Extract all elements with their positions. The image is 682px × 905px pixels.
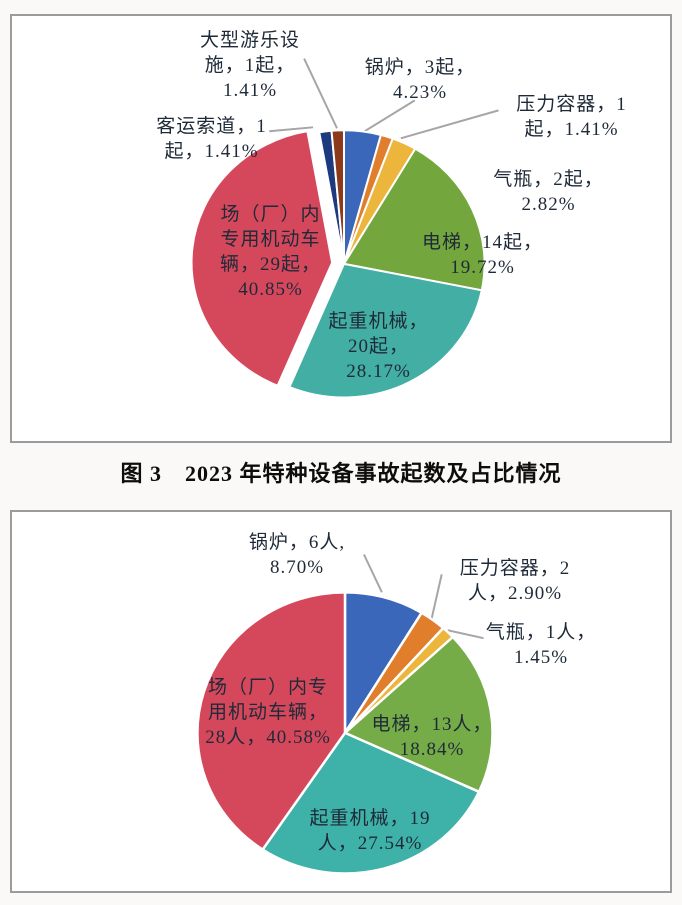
- leader-line-pressure-vessel: [430, 574, 443, 619]
- pie-slice-elevator: [343, 635, 494, 794]
- pie-slice-amusement: [330, 129, 345, 265]
- pie-slice-factory-vehicle: [190, 130, 334, 387]
- label-gas-cylinder: 气瓶，1人， 1.45%: [485, 622, 597, 668]
- leader-line-ropeway: [269, 126, 314, 133]
- pie-slice-lifting-machinery: [261, 731, 481, 875]
- chart-box-accident-counts: 大型游乐设 施，1起， 1.41% 锅炉，3起， 4.23% 压力容器，1 起，…: [10, 14, 672, 443]
- label-gas-cylinder: 气瓶，2起， 2.82%: [493, 169, 604, 215]
- label-pressure-vessel: 压力容器，2 人，2.90%: [459, 558, 571, 604]
- leader-line-boiler: [362, 99, 416, 134]
- label-pressure-vessel: 压力容器，1 起，1.41%: [516, 94, 627, 140]
- pie-slice-elevator: [342, 147, 486, 292]
- pie-casualties: [196, 554, 494, 875]
- figure-caption: 图 3 2023 年特种设备事故起数及占比情况: [120, 461, 562, 486]
- leader-line-amusement: [303, 58, 338, 129]
- label-factory-vehicle: 场（厂）内专 用机动车辆， 28人，40.58%: [205, 677, 331, 748]
- label-ropeway: 客运索道，1 起，1.41%: [156, 116, 267, 162]
- leader-line-pressure-vessel: [400, 109, 499, 140]
- leader-line-boiler: [363, 554, 383, 593]
- chart-box-casualties: 锅炉，6人, 8.70% 压力容器，2 人，2.90% 气瓶，1人， 1.45%…: [10, 510, 672, 893]
- label-elevator: 电梯，14起， 19.72%: [421, 232, 543, 278]
- label-elevator: 电梯，13人， 18.84%: [371, 714, 493, 760]
- label-amusement: 大型游乐设 施，1起， 1.41%: [199, 30, 300, 101]
- label-boiler: 锅炉，6人, 8.70%: [248, 532, 346, 578]
- leader-line-gas-cylinder: [447, 629, 484, 640]
- pie-accident-counts: [190, 58, 499, 399]
- label-boiler: 锅炉，3起， 4.23%: [364, 57, 476, 103]
- label-lifting-machinery: 起重机械，19 人，27.54%: [309, 808, 431, 854]
- label-lifting-machinery: 起重机械， 20起， 28.17%: [328, 311, 429, 382]
- pie-slice-lifting-machinery: [288, 262, 483, 399]
- pie-slice-factory-vehicle: [196, 591, 347, 851]
- label-factory-vehicle: 场（厂）内 专用机动车 辆，29起， 40.85%: [219, 204, 321, 300]
